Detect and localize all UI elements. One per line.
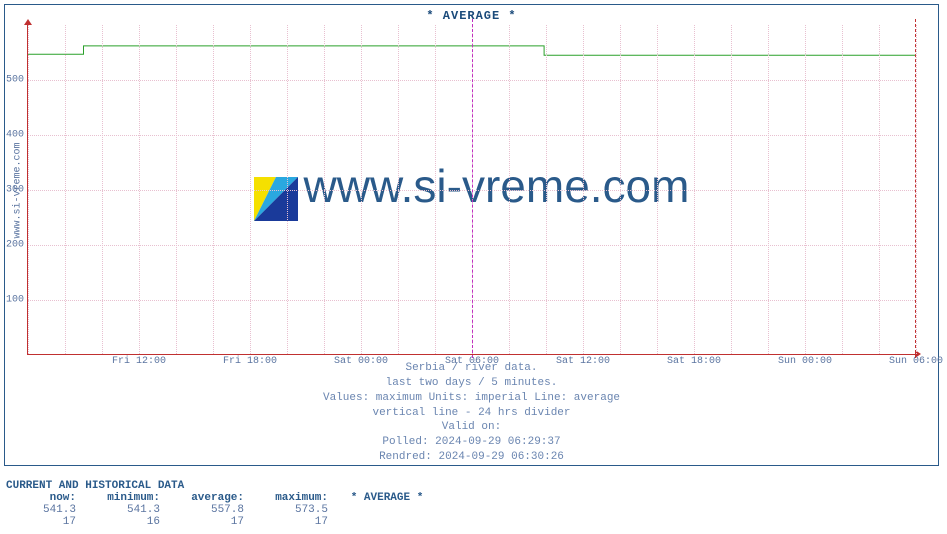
plot-area: www.si-vreme.com 100200300400500Fri 12:0…	[27, 25, 915, 355]
gridline-vertical	[102, 25, 103, 354]
gridline-vertical	[509, 25, 510, 354]
summary-hdr-now: now:	[6, 492, 76, 504]
end-marker	[915, 19, 916, 358]
gridline-vertical	[28, 25, 29, 354]
summary-val: 541.3	[80, 504, 160, 516]
summary-hdr-label: * AVERAGE *	[332, 492, 442, 504]
subtext-line: last two days / 5 minutes.	[9, 376, 934, 391]
gridline-vertical	[879, 25, 880, 354]
y-tick-label: 500	[6, 75, 24, 86]
summary-title: CURRENT AND HISTORICAL DATA	[6, 480, 943, 492]
summary-grid: now: minimum: average: maximum: * AVERAG…	[6, 492, 943, 528]
gridline-vertical	[324, 25, 325, 354]
gridline-vertical	[176, 25, 177, 354]
summary-hdr-max: maximum:	[248, 492, 328, 504]
summary-hdr-avg: average:	[164, 492, 244, 504]
plot-wrap: www.si-vreme.com 100200300400500Fri 12:0…	[27, 25, 934, 355]
subtext-line: Rendred: 2024-09-29 06:30:26	[9, 450, 934, 465]
gridline-vertical	[398, 25, 399, 354]
gridline-vertical	[620, 25, 621, 354]
gridline-vertical	[805, 25, 806, 354]
subtext-line: Valid on:	[9, 420, 934, 435]
x-tick-label: Sat 12:00	[556, 356, 610, 367]
gridline-vertical	[731, 25, 732, 354]
x-tick-label: Sun 00:00	[778, 356, 832, 367]
gridline-vertical	[250, 25, 251, 354]
gridline-vertical	[546, 25, 547, 354]
gridline-vertical	[287, 25, 288, 354]
subtext-line: Values: maximum Units: imperial Line: av…	[9, 391, 934, 406]
gridline-vertical	[361, 25, 362, 354]
gridline-vertical	[694, 25, 695, 354]
gridline-vertical	[435, 25, 436, 354]
gridline-vertical	[768, 25, 769, 354]
x-tick-label: Sat 00:00	[334, 356, 388, 367]
divider-24h	[472, 19, 473, 358]
x-tick-label: Fri 18:00	[223, 356, 277, 367]
x-tick-label: Sat 18:00	[667, 356, 721, 367]
gridline-vertical	[139, 25, 140, 354]
gridline-vertical	[583, 25, 584, 354]
x-tick-label: Fri 12:00	[112, 356, 166, 367]
chart-subtext: Serbia / river data. last two days / 5 m…	[9, 361, 934, 465]
summary-block: CURRENT AND HISTORICAL DATA now: minimum…	[6, 480, 943, 528]
gridline-vertical	[657, 25, 658, 354]
chart-frame: * AVERAGE * www.si-vreme.com www.si-vrem…	[4, 4, 939, 466]
summary-val: 573.5	[248, 504, 328, 516]
summary-val: 557.8	[164, 504, 244, 516]
chart-row: www.si-vreme.com www.si-vreme.com 100	[9, 25, 934, 355]
gridline-vertical	[213, 25, 214, 354]
gridline-vertical	[65, 25, 66, 354]
logo-icon	[254, 177, 298, 221]
y-tick-label: 200	[6, 240, 24, 251]
subtext-line: Polled: 2024-09-29 06:29:37	[9, 435, 934, 450]
gridline-vertical	[916, 25, 917, 354]
y-tick-label: 300	[6, 185, 24, 196]
x-tick-label: Sun 06:00	[889, 356, 943, 367]
subtext-line: vertical line - 24 hrs divider	[9, 406, 934, 421]
summary-hdr-min: minimum:	[80, 492, 160, 504]
gridline-vertical	[842, 25, 843, 354]
y-tick-label: 100	[6, 295, 24, 306]
summary-val: 541.3	[6, 504, 76, 516]
y-tick-label: 400	[6, 130, 24, 141]
